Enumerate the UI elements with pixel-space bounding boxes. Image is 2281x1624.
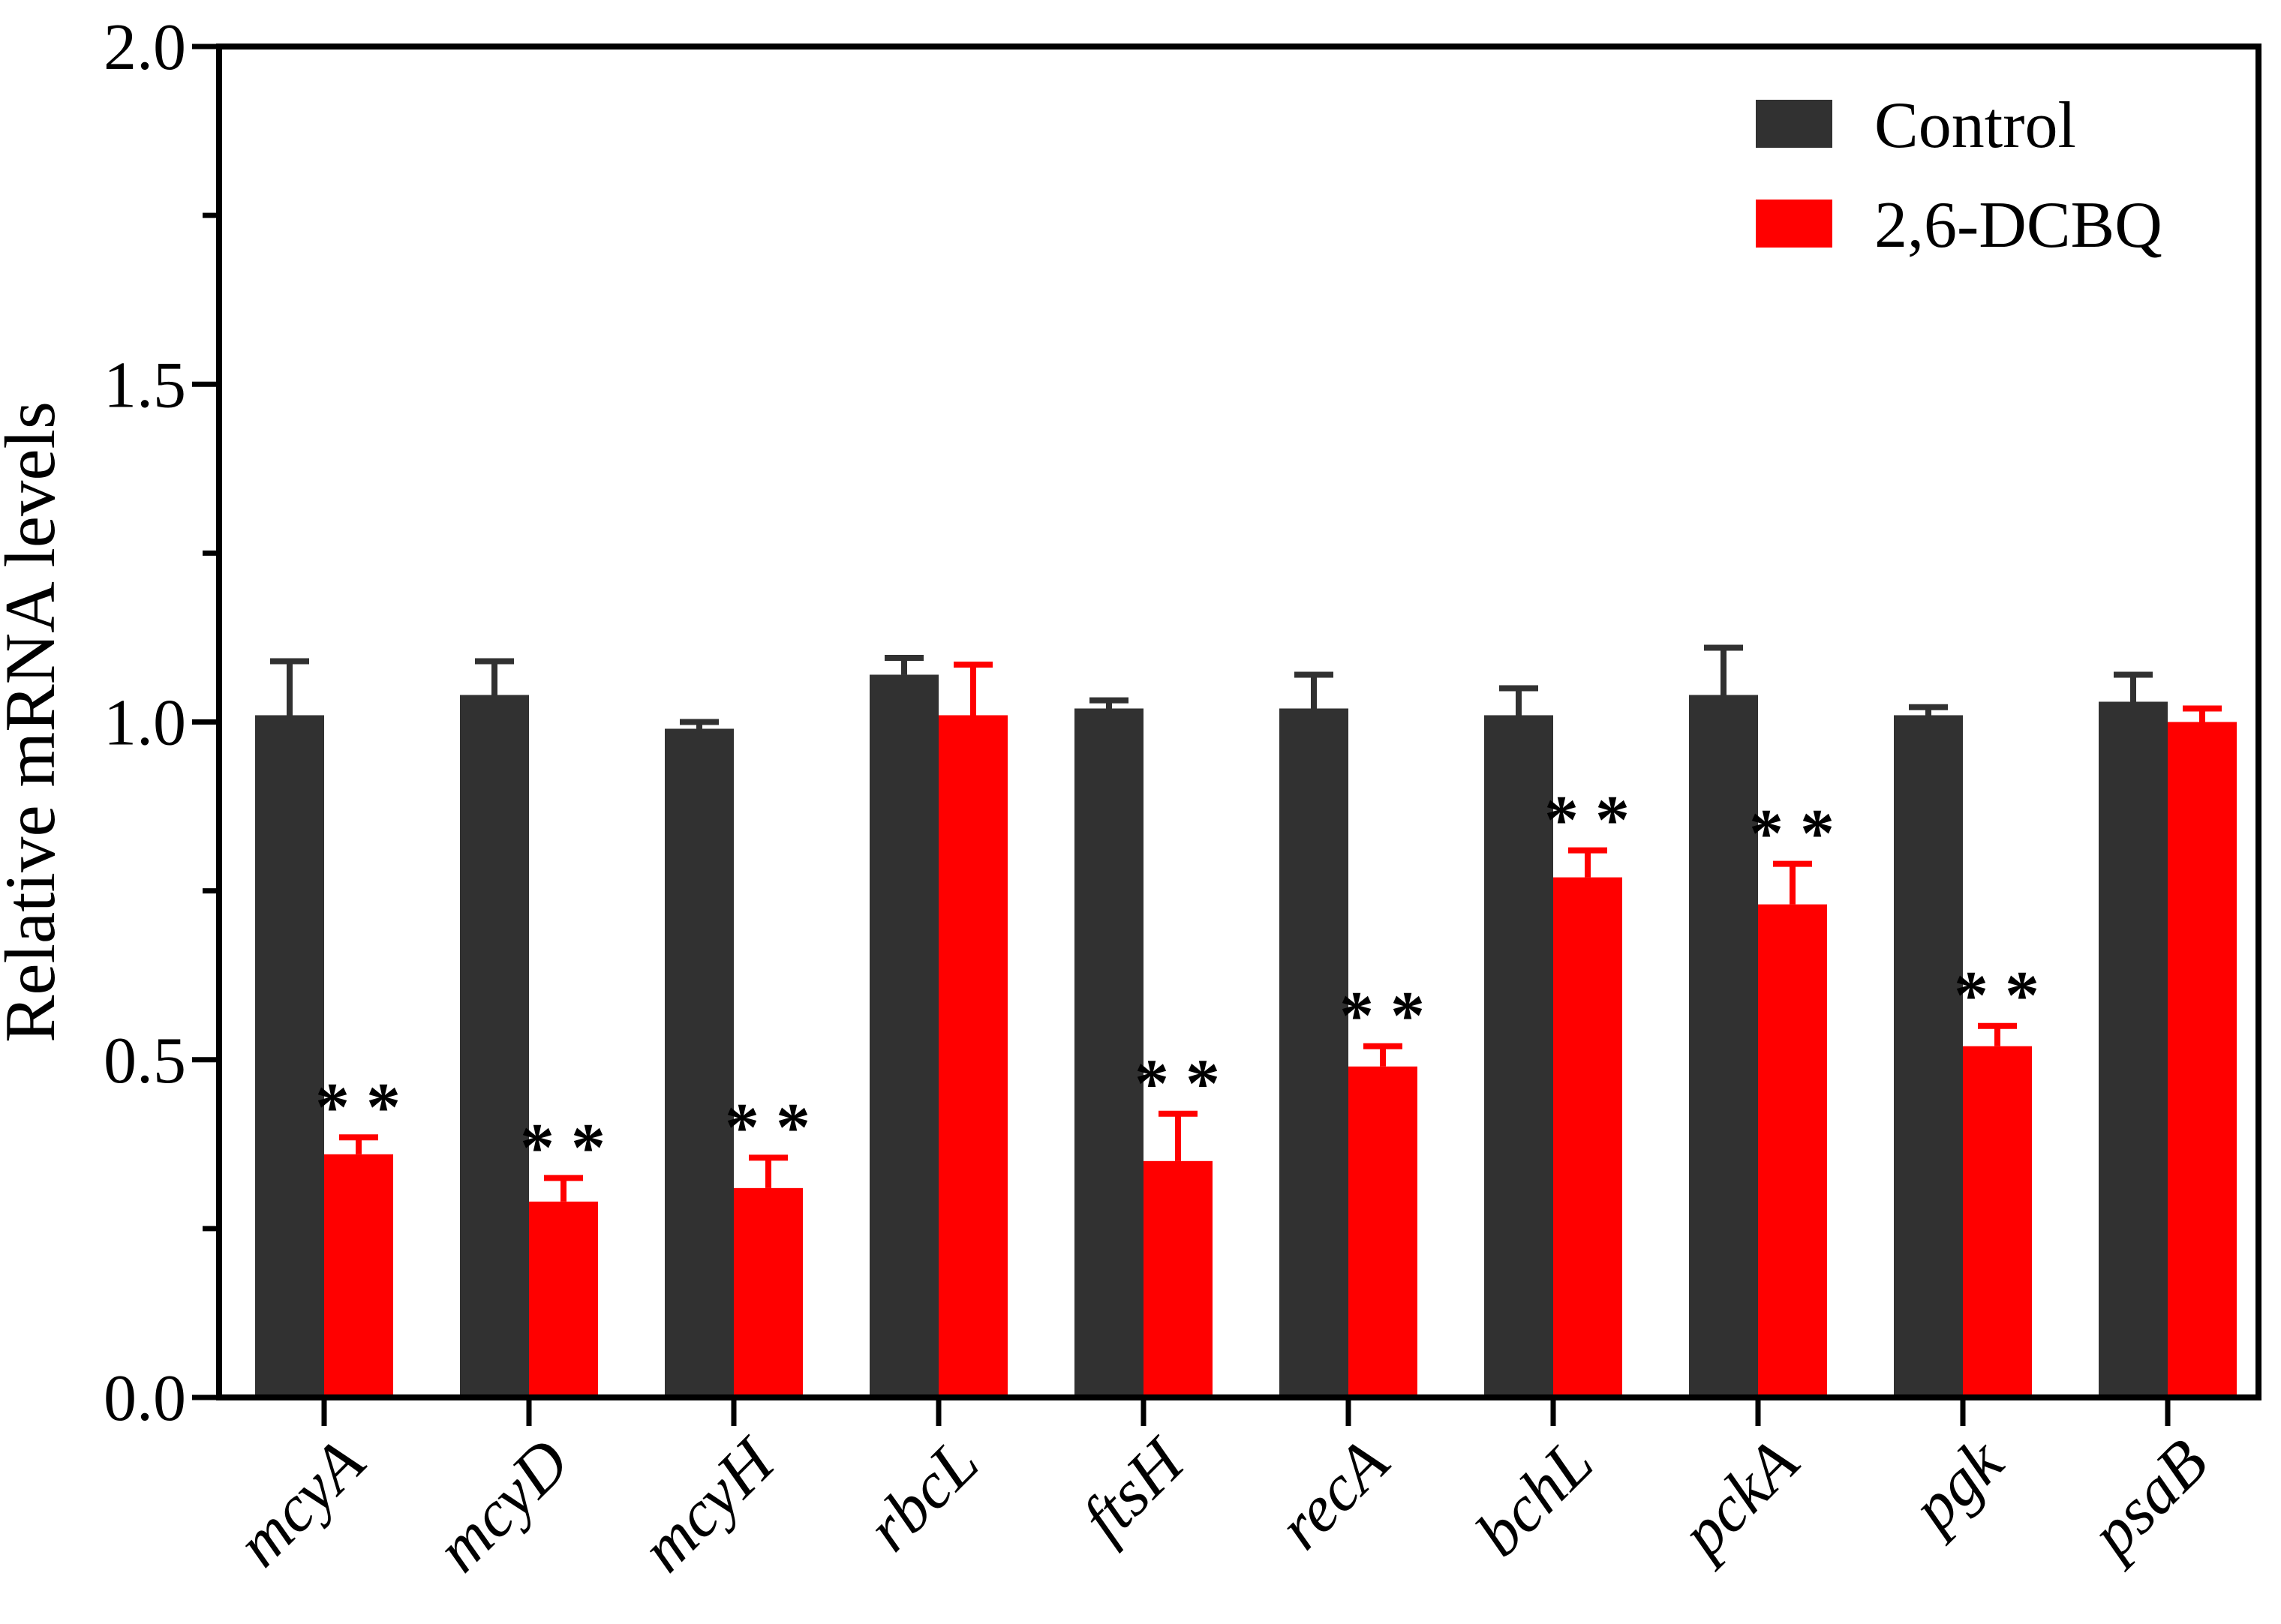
control-bar-recA: [1279, 708, 1348, 1397]
legend-swatch-control: [1756, 100, 1832, 148]
dcbq-bar-bchL: [1553, 877, 1622, 1397]
significance-marker-mcyH: **: [725, 1088, 827, 1165]
y-axis-title: Relative mRNA levels: [0, 401, 70, 1043]
y-tick-label-1.0: 1.0: [104, 687, 186, 760]
y-tick-label-1.5: 1.5: [104, 349, 186, 422]
legend-label-control: Control: [1874, 89, 2076, 162]
dcbq-bar-pckA: [1758, 904, 1827, 1397]
dcbq-bar-rbcL: [939, 715, 1008, 1397]
control-bar-pgk: [1894, 715, 1963, 1397]
y-tick-label-0.5: 0.5: [104, 1025, 186, 1097]
control-bar-psaB: [2099, 701, 2168, 1397]
dcbq-bar-mcyH: [734, 1187, 803, 1397]
control-bar-ftsH: [1074, 708, 1144, 1397]
legend-swatch-dcbq: [1756, 200, 1832, 248]
dcbq-bar-mcyD: [529, 1201, 598, 1397]
legend-label-dcbq: 2,6-DCBQ: [1874, 189, 2162, 262]
dcbq-bar-ftsH: [1144, 1160, 1213, 1397]
control-bar-bchL: [1484, 715, 1553, 1397]
significance-marker-ftsH: **: [1134, 1045, 1237, 1121]
dcbq-bar-recA: [1348, 1066, 1417, 1397]
dcbq-bar-psaB: [2168, 722, 2237, 1397]
y-tick-label-2.0: 2.0: [104, 11, 186, 84]
significance-marker-pckA: **: [1749, 795, 1851, 872]
control-bar-mcyH: [665, 728, 734, 1397]
dcbq-bar-mcyA: [324, 1154, 393, 1397]
significance-marker-pgk: **: [1954, 957, 2056, 1034]
significance-marker-recA: **: [1339, 977, 1441, 1054]
significance-marker-bchL: **: [1544, 782, 1646, 858]
control-bar-rbcL: [870, 674, 939, 1397]
significance-marker-mcyD: **: [520, 1109, 622, 1185]
significance-marker-mcyA: **: [315, 1068, 417, 1145]
y-tick-label-0.0: 0.0: [104, 1362, 186, 1435]
control-bar-mcyD: [460, 695, 529, 1397]
dcbq-bar-pgk: [1963, 1046, 2032, 1397]
control-bar-pckA: [1689, 695, 1758, 1397]
control-bar-mcyA: [255, 715, 324, 1397]
